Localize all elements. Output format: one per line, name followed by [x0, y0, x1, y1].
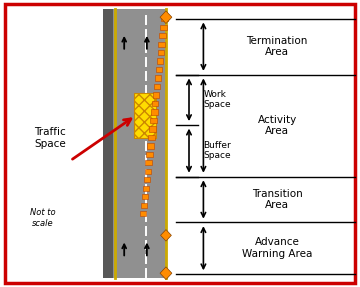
Polygon shape [159, 33, 166, 38]
Text: Not to
scale: Not to scale [30, 208, 56, 228]
Polygon shape [149, 126, 156, 131]
Polygon shape [143, 186, 149, 191]
Text: Termination
Area: Termination Area [247, 36, 308, 57]
Polygon shape [150, 118, 157, 123]
Polygon shape [155, 75, 161, 81]
Polygon shape [140, 211, 146, 216]
Polygon shape [160, 25, 167, 30]
Text: Work
Space: Work Space [203, 90, 231, 109]
Polygon shape [161, 16, 168, 21]
Polygon shape [156, 67, 162, 72]
Polygon shape [160, 267, 172, 280]
Polygon shape [145, 160, 152, 166]
Polygon shape [144, 177, 150, 183]
Polygon shape [153, 92, 159, 98]
Polygon shape [147, 152, 153, 157]
Polygon shape [151, 109, 158, 115]
Text: Traffic
Space: Traffic Space [35, 127, 66, 149]
Bar [134, 93, 156, 138]
Polygon shape [142, 194, 148, 199]
Polygon shape [141, 203, 147, 208]
Polygon shape [158, 50, 164, 55]
Polygon shape [158, 42, 165, 47]
Polygon shape [147, 143, 154, 148]
Text: Transition
Area: Transition Area [252, 189, 302, 210]
Polygon shape [161, 230, 171, 241]
Polygon shape [160, 11, 172, 24]
Polygon shape [148, 135, 155, 140]
Polygon shape [157, 59, 163, 64]
Text: Buffer
Space: Buffer Space [203, 141, 231, 160]
Bar [113, 9, 167, 278]
Polygon shape [154, 84, 160, 89]
Polygon shape [152, 101, 158, 106]
Text: Advance
Warning Area: Advance Warning Area [242, 237, 312, 259]
Bar [103, 9, 113, 278]
Text: Activity
Area: Activity Area [257, 115, 297, 136]
Polygon shape [144, 169, 151, 174]
